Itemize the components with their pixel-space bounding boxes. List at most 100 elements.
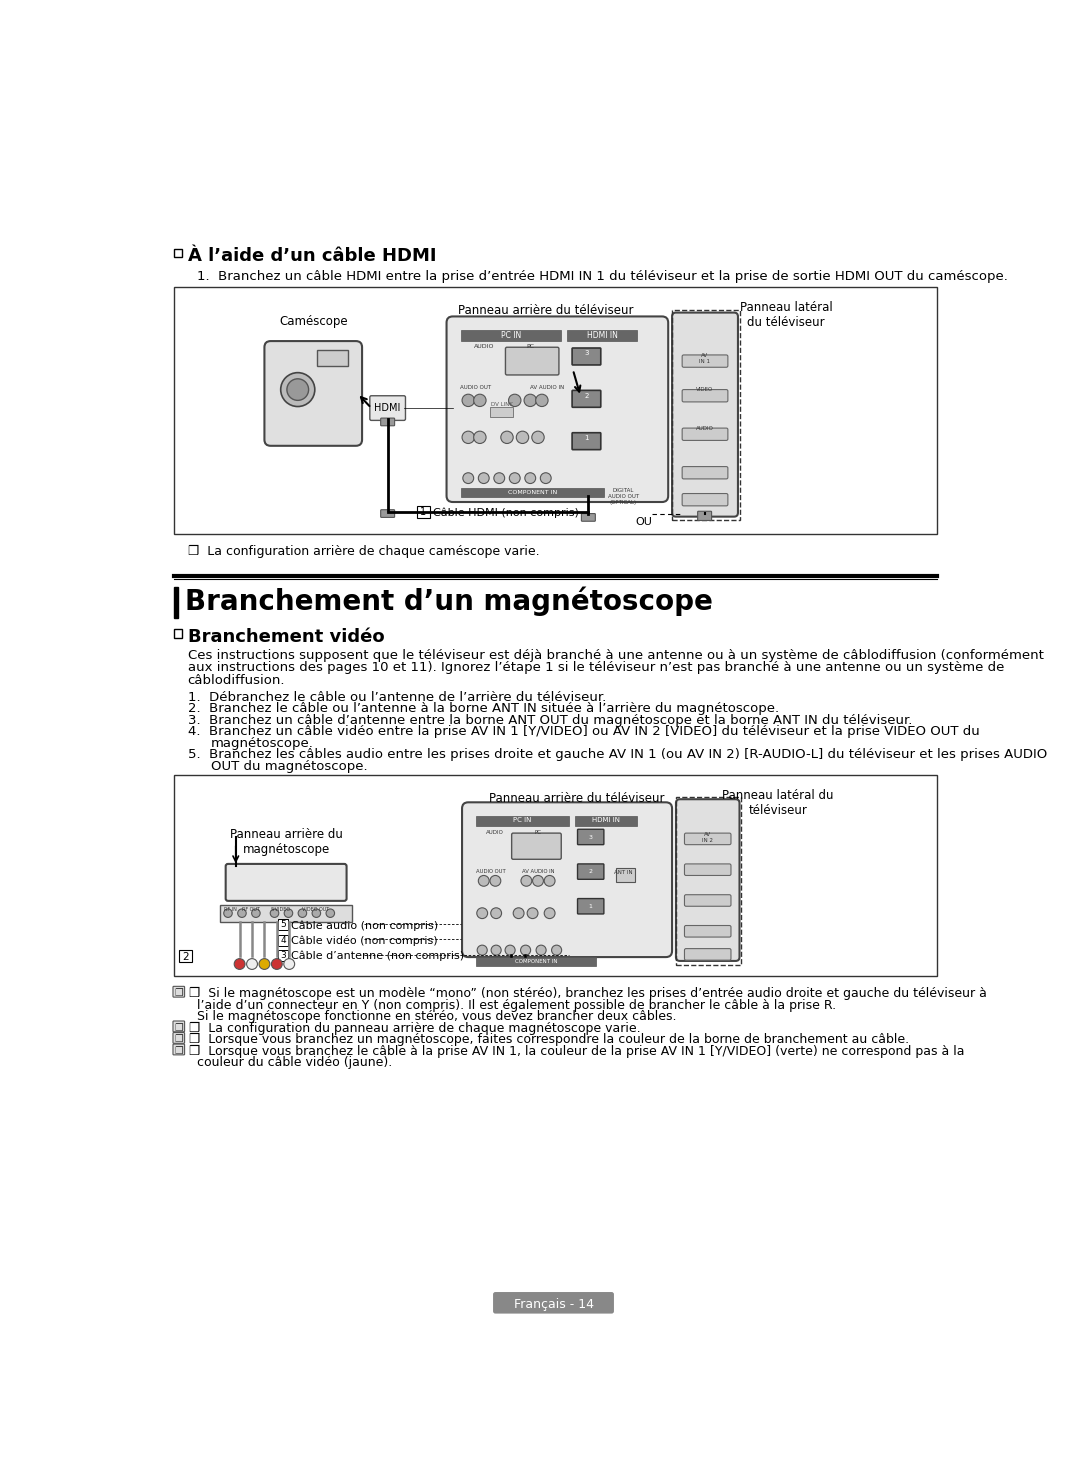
Text: PC IN: PC IN bbox=[513, 817, 531, 823]
Circle shape bbox=[284, 959, 295, 969]
Circle shape bbox=[490, 908, 501, 919]
FancyBboxPatch shape bbox=[265, 341, 362, 446]
FancyBboxPatch shape bbox=[173, 1021, 185, 1031]
Circle shape bbox=[490, 876, 501, 886]
Circle shape bbox=[552, 946, 562, 956]
FancyBboxPatch shape bbox=[683, 356, 728, 368]
FancyBboxPatch shape bbox=[683, 390, 728, 402]
FancyBboxPatch shape bbox=[683, 467, 728, 479]
Circle shape bbox=[544, 908, 555, 919]
Bar bbox=[174, 288, 937, 534]
FancyBboxPatch shape bbox=[685, 926, 731, 937]
Text: DV LINK: DV LINK bbox=[490, 402, 513, 408]
Circle shape bbox=[259, 959, 270, 969]
Text: 4.  Branchez un câble vidéo entre la prise AV IN 1 [Y/VIDEO] ou AV IN 2 [VIDEO] : 4. Branchez un câble vidéo entre la pris… bbox=[188, 725, 980, 738]
Circle shape bbox=[312, 908, 321, 917]
Text: 2: 2 bbox=[589, 870, 593, 874]
Text: l’aide d’un connecteur en Y (non compris). Il est également possible de brancher: l’aide d’un connecteur en Y (non compris… bbox=[197, 999, 836, 1012]
Text: aux instructions des pages 10 et 11). Ignorez l’étape 1 si le téléviseur n’est p: aux instructions des pages 10 et 11). Ig… bbox=[188, 661, 1004, 674]
Text: 5: 5 bbox=[280, 920, 286, 929]
FancyBboxPatch shape bbox=[698, 511, 712, 520]
Bar bbox=[174, 628, 183, 637]
Circle shape bbox=[478, 876, 489, 886]
Text: AUDIO OUT: AUDIO OUT bbox=[476, 868, 505, 873]
FancyBboxPatch shape bbox=[369, 396, 405, 421]
Circle shape bbox=[524, 394, 537, 406]
FancyBboxPatch shape bbox=[380, 418, 394, 425]
Text: Câble HDMI (non compris): Câble HDMI (non compris) bbox=[433, 507, 579, 517]
Text: ❒: ❒ bbox=[174, 1034, 184, 1045]
Bar bbox=[576, 817, 637, 825]
Circle shape bbox=[281, 372, 314, 406]
Text: AUDIO OUT: AUDIO OUT bbox=[460, 385, 491, 390]
Text: ❒: ❒ bbox=[174, 1023, 184, 1033]
Circle shape bbox=[494, 473, 504, 483]
Text: Branchement vidéo: Branchement vidéo bbox=[188, 627, 384, 646]
Bar bbox=[174, 249, 183, 258]
Circle shape bbox=[326, 908, 335, 917]
Bar bbox=[318, 350, 348, 366]
Circle shape bbox=[536, 394, 548, 406]
FancyBboxPatch shape bbox=[672, 313, 738, 517]
Text: Panneau latéral du
téléviseur: Panneau latéral du téléviseur bbox=[723, 790, 834, 817]
Circle shape bbox=[287, 379, 309, 400]
Circle shape bbox=[463, 473, 474, 483]
Bar bbox=[476, 817, 569, 825]
Text: câblodiffusion.: câblodiffusion. bbox=[188, 674, 285, 686]
Circle shape bbox=[478, 473, 489, 483]
Text: Si le magnétoscope fonctionne en stéréo, vous devez brancher deux câbles.: Si le magnétoscope fonctionne en stéréo,… bbox=[197, 1011, 676, 1023]
Text: 1.  Débranchez le câble ou l’antenne de l’arrière du téléviseur.: 1. Débranchez le câble ou l’antenne de l… bbox=[188, 691, 606, 704]
FancyBboxPatch shape bbox=[494, 1292, 613, 1313]
FancyBboxPatch shape bbox=[685, 895, 731, 907]
Bar bbox=[490, 406, 513, 418]
FancyBboxPatch shape bbox=[685, 833, 731, 845]
FancyBboxPatch shape bbox=[685, 948, 731, 960]
Text: 1.  Branchez un câble HDMI entre la prise d’entrée HDMI IN 1 du téléviseur et la: 1. Branchez un câble HDMI entre la prise… bbox=[197, 270, 1008, 283]
Text: PC: PC bbox=[535, 830, 541, 834]
Text: 5.  Branchez les câbles audio entre les prises droite et gauche AV IN 1 (ou AV I: 5. Branchez les câbles audio entre les p… bbox=[188, 748, 1047, 762]
Circle shape bbox=[252, 908, 260, 917]
Text: Panneau arrière du téléviseur: Panneau arrière du téléviseur bbox=[489, 793, 664, 805]
FancyBboxPatch shape bbox=[685, 864, 731, 876]
Text: S-VIDEO: S-VIDEO bbox=[271, 907, 291, 911]
Text: ❒: ❒ bbox=[174, 988, 184, 997]
Text: Câble d’antenne (non compris): Câble d’antenne (non compris) bbox=[291, 951, 464, 962]
FancyBboxPatch shape bbox=[226, 864, 347, 901]
FancyBboxPatch shape bbox=[173, 1045, 185, 1055]
Text: AUDIO: AUDIO bbox=[473, 344, 494, 350]
Text: ANT IN: ANT IN bbox=[613, 870, 633, 874]
Circle shape bbox=[234, 959, 245, 969]
FancyBboxPatch shape bbox=[505, 347, 559, 375]
Circle shape bbox=[238, 908, 246, 917]
Text: Câble audio (non compris): Câble audio (non compris) bbox=[291, 920, 437, 931]
Text: AV AUDIO IN: AV AUDIO IN bbox=[523, 868, 555, 873]
Text: ❒  Lorsque vous branchez le câble à la prise AV IN 1, la couleur de la prise AV : ❒ Lorsque vous branchez le câble à la pr… bbox=[189, 1045, 964, 1058]
Circle shape bbox=[513, 908, 524, 919]
Text: Panneau arrière du téléviseur: Panneau arrière du téléviseur bbox=[458, 304, 634, 317]
Text: Panneau arrière du
magnétoscope: Panneau arrière du magnétoscope bbox=[230, 828, 342, 855]
FancyBboxPatch shape bbox=[578, 898, 604, 914]
Circle shape bbox=[532, 876, 543, 886]
Circle shape bbox=[544, 876, 555, 886]
Circle shape bbox=[501, 431, 513, 443]
Text: 3: 3 bbox=[584, 350, 589, 356]
FancyBboxPatch shape bbox=[683, 494, 728, 505]
Circle shape bbox=[224, 908, 232, 917]
Text: COMPONENT IN: COMPONENT IN bbox=[515, 959, 557, 963]
FancyBboxPatch shape bbox=[572, 390, 600, 408]
FancyBboxPatch shape bbox=[278, 950, 288, 960]
Text: 3.  Branchez un câble d’antenne entre la borne ANT OUT du magnétoscope et la bor: 3. Branchez un câble d’antenne entre la … bbox=[188, 714, 913, 726]
Text: AV AUDIO IN: AV AUDIO IN bbox=[530, 385, 565, 390]
FancyBboxPatch shape bbox=[578, 830, 604, 845]
Bar bbox=[174, 775, 937, 975]
Text: HDMI: HDMI bbox=[375, 403, 401, 413]
Circle shape bbox=[284, 908, 293, 917]
Text: Caméscope: Caméscope bbox=[279, 314, 348, 328]
FancyBboxPatch shape bbox=[417, 505, 430, 519]
Text: Français - 14: Français - 14 bbox=[513, 1298, 594, 1312]
Text: OUT du magnétoscope.: OUT du magnétoscope. bbox=[211, 760, 367, 774]
Text: Câble vidéo (non compris): Câble vidéo (non compris) bbox=[291, 935, 437, 946]
FancyBboxPatch shape bbox=[173, 1033, 185, 1043]
FancyBboxPatch shape bbox=[179, 950, 191, 962]
FancyBboxPatch shape bbox=[581, 514, 595, 522]
